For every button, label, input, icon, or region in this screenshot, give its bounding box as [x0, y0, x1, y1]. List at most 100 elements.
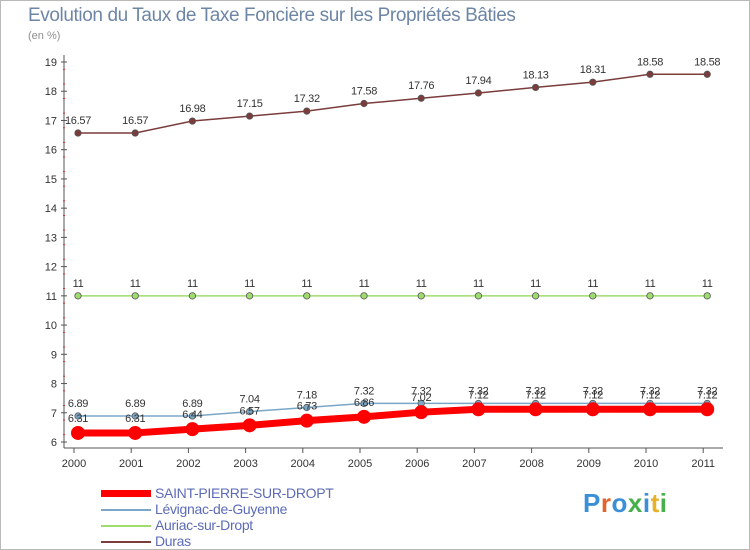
data-label: 7.32 — [640, 385, 660, 397]
data-label: 7.32 — [468, 385, 488, 397]
legend-label-saint-pierre: SAINT-PIERRE-SUR-DROPT — [155, 485, 334, 501]
data-label: 7.02 — [411, 392, 431, 404]
data-point — [74, 412, 82, 420]
data-label: 7.12 — [583, 389, 603, 401]
data-point — [188, 117, 196, 125]
x-tick-label: 2008 — [519, 458, 543, 470]
data-label: 11 — [416, 278, 427, 290]
proxiti-logo: Proxiti — [583, 488, 668, 518]
data-point — [531, 292, 540, 300]
data-point — [188, 412, 196, 420]
data-label: 7.32 — [583, 385, 603, 397]
legend-swatch-levignac — [101, 509, 151, 511]
data-label: 7.18 — [297, 390, 317, 402]
data-point — [589, 292, 597, 300]
y-tick-label: 13 — [45, 232, 57, 244]
chart-title: Evolution du Taux de Taxe Foncière sur l… — [28, 5, 516, 26]
data-point — [303, 107, 311, 115]
data-point — [589, 78, 597, 86]
data-point — [528, 402, 543, 417]
data-point — [703, 292, 711, 300]
data-label: 11 — [301, 278, 312, 290]
x-tick-label: 2004 — [291, 458, 315, 470]
data-point — [471, 402, 486, 417]
data-point — [585, 402, 600, 417]
data-point — [474, 292, 482, 300]
data-point — [646, 70, 654, 78]
x-tick-label: 2005 — [348, 458, 372, 470]
x-tick-label: 2011 — [691, 458, 715, 470]
data-point — [188, 292, 196, 300]
data-label: 11 — [530, 278, 541, 290]
data-point — [357, 409, 371, 424]
data-label: 7.32 — [525, 385, 545, 397]
data-label: 6.73 — [297, 401, 317, 413]
data-point — [128, 425, 143, 440]
data-point — [531, 83, 540, 92]
data-label: 11 — [587, 278, 598, 290]
data-label: 18.31 — [580, 64, 606, 76]
data-point — [246, 292, 254, 300]
data-label: 11 — [645, 278, 656, 290]
y-tick-label: 15 — [45, 174, 57, 186]
data-label: 11 — [187, 278, 198, 290]
data-point — [417, 94, 425, 102]
data-label: 17.15 — [237, 98, 263, 110]
data-label: 7.12 — [468, 389, 488, 401]
y-tick-label: 16 — [45, 145, 57, 157]
legend-swatch-saint-pierre — [101, 490, 151, 497]
data-label: 18.58 — [694, 56, 720, 68]
legend-swatch-auriac — [101, 525, 151, 527]
data-label: 6.31 — [68, 413, 88, 425]
series-line-1 — [78, 402, 708, 417]
data-label: 18.13 — [523, 69, 549, 81]
data-point — [303, 403, 311, 412]
data-point — [131, 412, 139, 420]
data-label: 18.58 — [637, 56, 663, 68]
x-tick-label: 2010 — [634, 458, 658, 470]
data-label: 17.32 — [294, 93, 320, 105]
y-tick-label: 8 — [51, 379, 57, 391]
data-label: 6.31 — [125, 413, 145, 425]
x-tick-label: 2003 — [233, 458, 257, 470]
data-label: 11 — [473, 278, 484, 290]
data-label: 17.58 — [351, 86, 377, 98]
data-point — [74, 129, 82, 137]
x-tick-label: 2002 — [176, 458, 200, 470]
x-tick-label: 2009 — [577, 458, 601, 470]
data-point — [414, 405, 429, 420]
data-label: 11 — [702, 278, 713, 290]
data-point — [299, 413, 314, 428]
data-point — [360, 99, 368, 108]
data-label: 7.32 — [354, 385, 374, 397]
data-point — [74, 292, 82, 300]
data-point — [703, 70, 711, 78]
y-tick-label: 10 — [45, 320, 57, 332]
x-tick-label: 2007 — [462, 458, 486, 470]
y-tick-label: 17 — [45, 115, 57, 127]
data-point — [246, 112, 254, 120]
data-point — [700, 402, 715, 417]
data-point — [71, 425, 85, 440]
y-tick-label: 9 — [51, 349, 57, 361]
data-label: 16.98 — [179, 103, 205, 115]
data-label: 11 — [73, 278, 84, 290]
data-point — [185, 422, 200, 437]
data-point — [131, 292, 139, 300]
data-label: 17.94 — [465, 75, 491, 87]
y-tick-label: 12 — [45, 262, 57, 274]
y-tick-label: 11 — [46, 291, 57, 303]
legend-swatch-duras — [101, 541, 151, 543]
data-label: 16.57 — [122, 115, 148, 127]
x-tick-label: 2000 — [62, 458, 86, 470]
data-label: 7.32 — [411, 385, 431, 397]
data-point — [417, 292, 425, 300]
y-tick-label: 7 — [51, 408, 57, 420]
data-label: 6.89 — [68, 398, 88, 410]
data-point — [303, 292, 311, 300]
data-label: 11 — [244, 278, 255, 290]
data-label: 6.89 — [182, 398, 202, 410]
data-label: 17.76 — [408, 80, 434, 92]
